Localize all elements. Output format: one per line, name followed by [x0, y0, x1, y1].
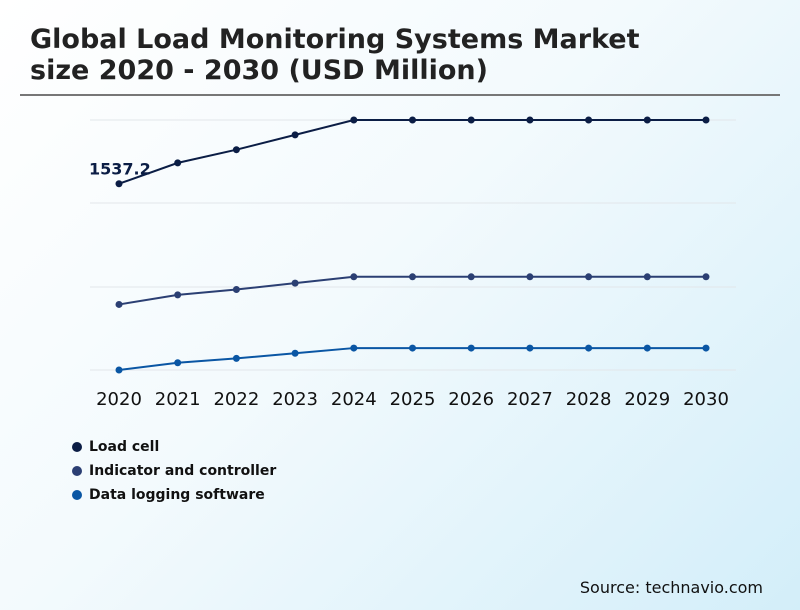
data-point — [232, 286, 240, 294]
data-point — [467, 116, 475, 124]
data-point — [350, 344, 358, 352]
data-point — [467, 273, 475, 281]
x-tick-label: 2025 — [390, 389, 436, 410]
data-point — [409, 116, 416, 124]
data-point — [643, 116, 651, 124]
x-tick-label: 2028 — [566, 389, 612, 410]
data-point — [585, 116, 593, 124]
data-point — [291, 131, 299, 139]
legend-dot — [72, 466, 82, 476]
data-point — [585, 273, 593, 281]
data-point — [643, 273, 651, 281]
data-point — [526, 273, 534, 281]
chart-title: Global Load Monitoring Systems Market si… — [30, 24, 730, 86]
data-point — [702, 273, 710, 281]
legend-label: Indicator and controller — [89, 463, 277, 479]
x-tick-label: 2020 — [96, 389, 142, 410]
data-point — [526, 116, 534, 124]
data-point — [467, 344, 475, 352]
legend-item-data-logging: Data logging software — [72, 483, 276, 507]
data-point — [174, 159, 182, 167]
data-point — [350, 116, 358, 124]
x-tick-label: 2027 — [507, 389, 553, 410]
data-point — [115, 366, 123, 374]
data-point — [702, 116, 710, 124]
legend-item-indicator: Indicator and controller — [72, 459, 276, 483]
x-tick-label: 2030 — [683, 389, 729, 410]
legend-item-load-cell: Load cell — [72, 435, 276, 459]
data-point — [585, 344, 593, 352]
data-point — [174, 359, 182, 367]
series-line — [118, 275, 706, 306]
x-tick-label: 2026 — [448, 389, 494, 410]
legend: Load cell Indicator and controller Data … — [72, 435, 276, 507]
title-line-2: size 2020 - 2030 (USD Million) — [30, 55, 488, 86]
data-point — [643, 344, 651, 352]
data-point — [409, 344, 416, 352]
x-tick-label: 2024 — [331, 389, 377, 410]
data-point — [174, 291, 182, 299]
x-tick-label: 2029 — [624, 389, 670, 410]
data-point — [702, 344, 710, 352]
data-label: 1537.2 — [89, 160, 151, 179]
data-point — [291, 349, 299, 357]
data-point — [115, 300, 123, 308]
data-point — [350, 273, 358, 281]
x-tick-label: 2023 — [272, 389, 318, 410]
x-tick-label: 2021 — [155, 389, 201, 410]
data-point — [409, 273, 416, 281]
data-point — [232, 354, 240, 362]
legend-label: Data logging software — [89, 487, 265, 503]
data-point — [232, 146, 240, 154]
x-tick-label: 2022 — [213, 389, 259, 410]
title-divider — [20, 94, 780, 96]
data-point — [526, 344, 534, 352]
title-line-1: Global Load Monitoring Systems Market — [30, 24, 640, 55]
source-note: Source: technavio.com — [579, 578, 763, 597]
data-point — [291, 279, 299, 287]
legend-dot — [72, 442, 82, 452]
legend-label: Load cell — [89, 439, 160, 455]
series-line — [118, 119, 706, 185]
legend-dot — [72, 490, 82, 500]
data-point — [115, 180, 123, 188]
